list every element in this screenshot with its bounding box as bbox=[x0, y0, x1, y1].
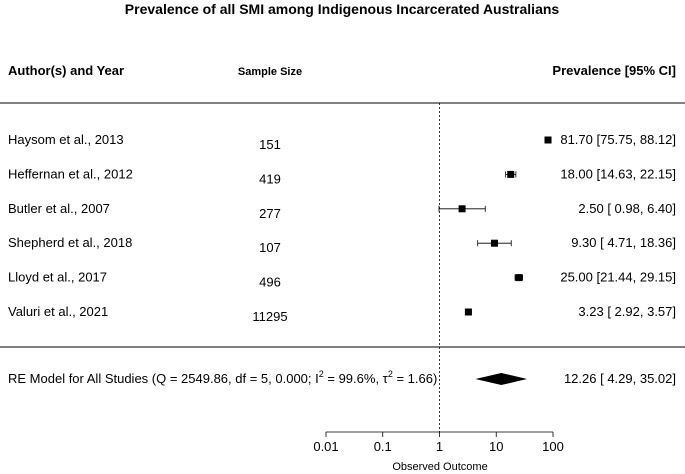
x-tick-label: 10 bbox=[489, 439, 503, 454]
summary-diamond bbox=[475, 373, 528, 385]
x-tick-label: 0.01 bbox=[313, 439, 338, 454]
x-axis-label: Observed Outcome bbox=[392, 461, 487, 473]
study-estimate-text: 81.70 [75.75, 88.12] bbox=[560, 132, 676, 147]
x-tick-label: 100 bbox=[542, 439, 564, 454]
study-estimate-text: 25.00 [21.44, 29.15] bbox=[560, 270, 676, 285]
study-label: Valuri et al., 2021 bbox=[8, 304, 108, 319]
sample-size: 107 bbox=[259, 240, 281, 255]
x-tick-label: 0.1 bbox=[374, 439, 392, 454]
study-estimate-text: 9.30 [ 4.71, 18.36] bbox=[571, 235, 676, 250]
study-estimate-text: 2.50 [ 0.98, 6.40] bbox=[578, 201, 676, 216]
chart-title: Prevalence of all SMI among Indigenous I… bbox=[125, 1, 560, 17]
study-label: Lloyd et al., 2017 bbox=[8, 270, 107, 285]
point-estimate bbox=[490, 239, 498, 247]
summary-estimate-text: 12.26 [ 4.29, 35.02] bbox=[564, 371, 676, 386]
header-prevalence: Prevalence [95% CI] bbox=[552, 63, 676, 78]
header-study: Author(s) and Year bbox=[8, 63, 124, 78]
sample-size: 11295 bbox=[252, 309, 287, 324]
point-estimate bbox=[458, 205, 466, 213]
x-tick-label: 1 bbox=[436, 439, 443, 454]
header-sample-size: Sample Size bbox=[238, 66, 302, 78]
sample-size: 419 bbox=[259, 171, 281, 186]
sample-size: 151 bbox=[259, 137, 281, 152]
study-label: Heffernan et al., 2012 bbox=[8, 166, 133, 181]
study-label: Haysom et al., 2013 bbox=[8, 132, 124, 147]
point-estimate bbox=[544, 136, 552, 144]
point-estimate bbox=[464, 308, 472, 316]
summary-label: RE Model for All Studies (Q = 2549.86, d… bbox=[8, 369, 437, 386]
study-label: Butler et al., 2007 bbox=[8, 201, 110, 216]
sample-size: 277 bbox=[259, 206, 281, 221]
study-label: Shepherd et al., 2018 bbox=[8, 235, 132, 250]
point-estimate bbox=[507, 170, 515, 178]
study-estimate-text: 18.00 [14.63, 22.15] bbox=[560, 166, 676, 181]
sample-size: 496 bbox=[259, 275, 281, 290]
point-estimate bbox=[515, 274, 523, 282]
study-estimate-text: 3.23 [ 2.92, 3.57] bbox=[578, 304, 676, 319]
